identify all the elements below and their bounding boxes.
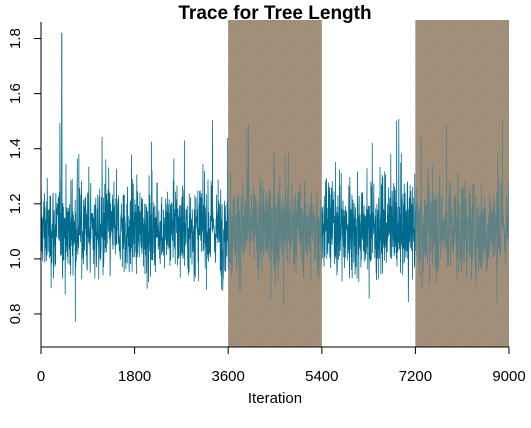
x-tick-label: 7200 — [399, 368, 432, 385]
y-tick-label: 1.0 — [7, 248, 24, 269]
shaded-region-overlay-2 — [415, 20, 509, 347]
y-axis-ticks: 0.8 1.0 1.2 1.4 1.6 1.8 — [7, 28, 41, 324]
y-tick-label: 1.6 — [7, 83, 24, 104]
x-tick-label: 3600 — [212, 368, 245, 385]
y-tick-label: 0.8 — [7, 304, 24, 325]
x-tick-label: 1800 — [118, 368, 151, 385]
y-tick-label: 1.2 — [7, 193, 24, 214]
y-tick-label: 1.8 — [7, 28, 24, 49]
x-tick-label: 9000 — [492, 368, 525, 385]
y-tick-label: 1.4 — [7, 138, 24, 159]
shaded-overlay — [228, 20, 509, 347]
x-axis-label: Iteration — [248, 390, 302, 407]
shaded-region-overlay-1 — [228, 20, 322, 347]
x-axis-ticks: 0 1800 3600 5400 7200 9000 — [37, 347, 526, 385]
chart-title: Trace for Tree Length — [178, 3, 371, 24]
x-tick-label: 0 — [37, 368, 45, 385]
x-tick-label: 5400 — [305, 368, 338, 385]
